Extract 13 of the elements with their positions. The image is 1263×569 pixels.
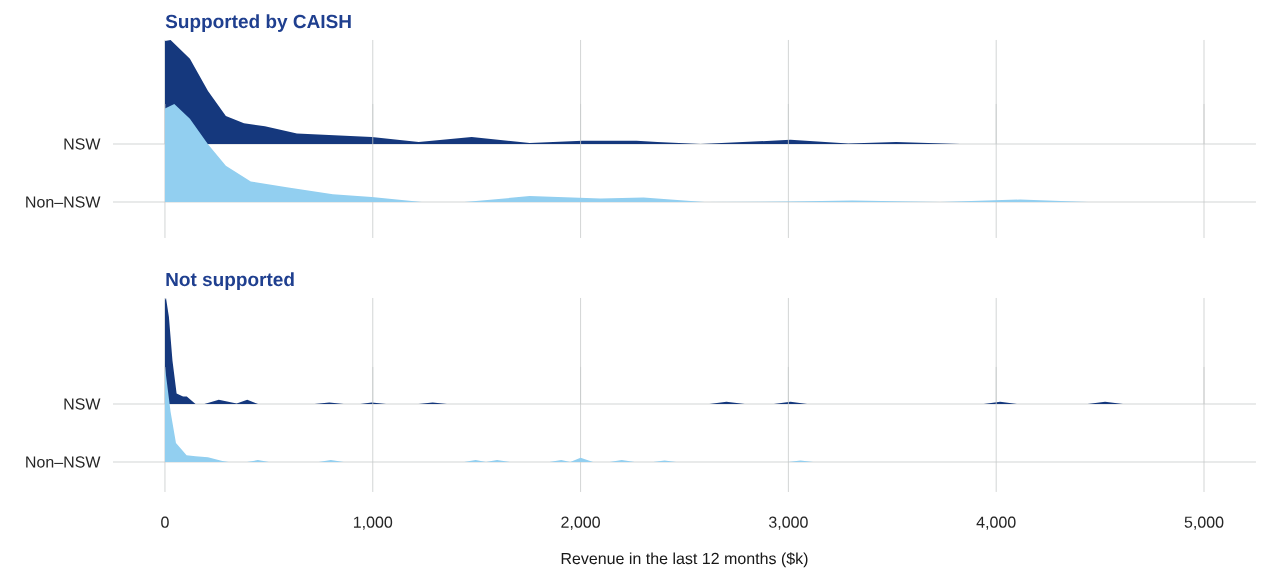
x-tick-label: 5,000: [1184, 516, 1224, 530]
chart-title: Supported by CAISH: [165, 14, 351, 32]
x-tick-label: 2,000: [561, 516, 600, 530]
y-axis-title: NSW: [64, 138, 101, 150]
x-tick-label: 3,000: [768, 516, 808, 530]
x-tick-label: 1,000: [353, 516, 393, 530]
y-axis-title: Non–NSW: [26, 456, 101, 468]
x-tick-label: 0: [161, 516, 169, 528]
x-tick-label: 4,000: [976, 516, 1016, 530]
y-axis-title: NSW: [64, 398, 101, 410]
y-axis-title: Non–NSW: [26, 196, 101, 208]
chart-title: Not supported: [166, 272, 294, 290]
x-axis-title: Revenue in the last 12 months ($k): [561, 552, 808, 568]
